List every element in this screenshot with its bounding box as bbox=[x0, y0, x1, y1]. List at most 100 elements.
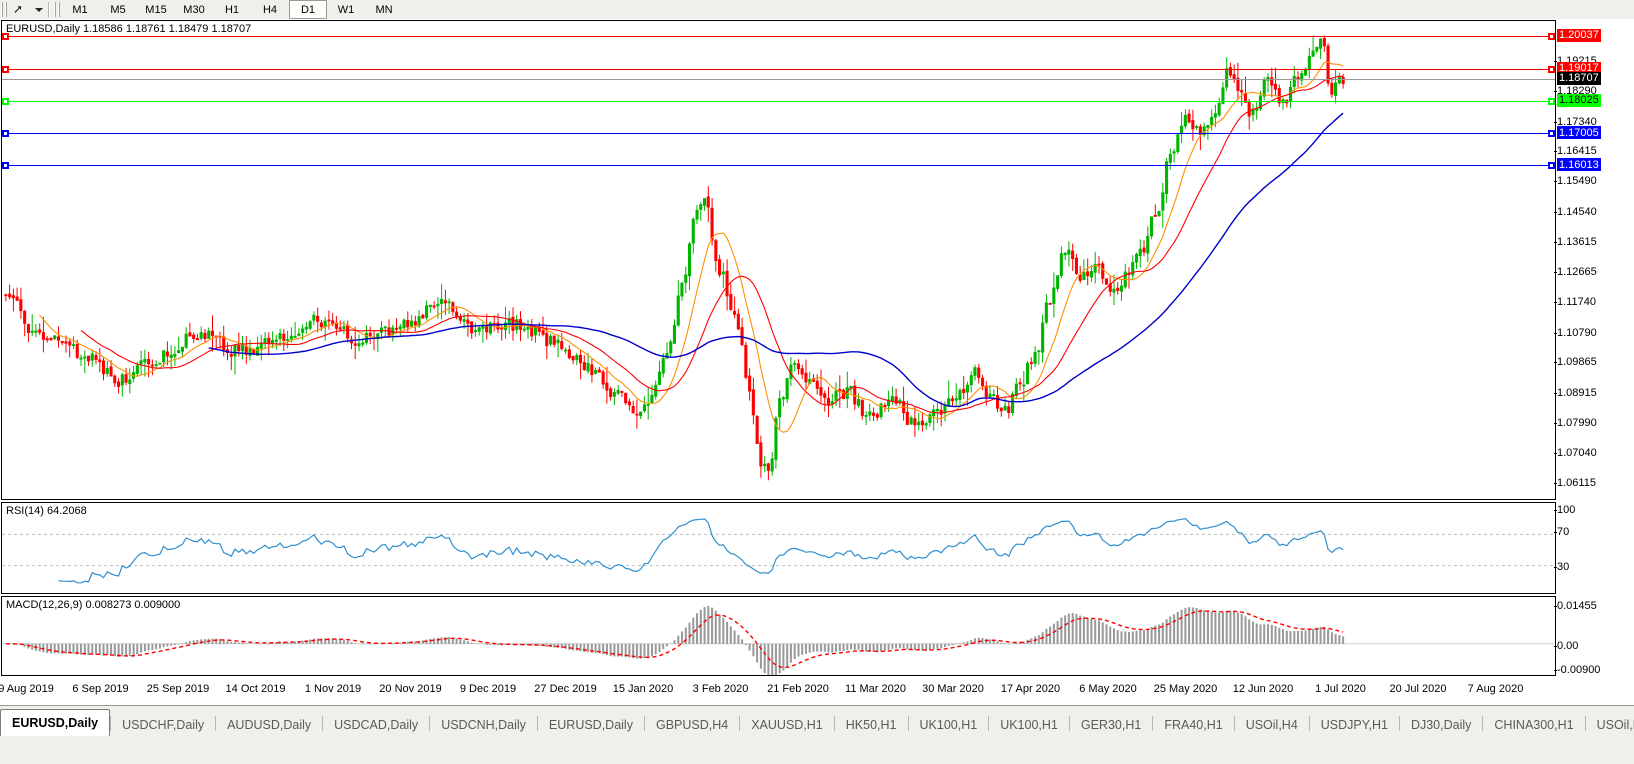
chart-tab-eurusd-daily[interactable]: EURUSD,Daily bbox=[0, 709, 111, 736]
date-axis-label: 11 Mar 2020 bbox=[845, 683, 906, 695]
date-axis-label: 6 May 2020 bbox=[1079, 683, 1137, 695]
horizontal-level-line-blue[interactable] bbox=[2, 165, 1555, 167]
timeframe-button-h1[interactable]: H1 bbox=[224, 3, 240, 16]
level-handle-left[interactable] bbox=[2, 32, 9, 40]
timeframe-button-m30[interactable]: M30 bbox=[183, 3, 205, 16]
level-handle-right[interactable] bbox=[1548, 162, 1555, 170]
tab-divider bbox=[833, 715, 835, 731]
timeframe-grip[interactable] bbox=[54, 2, 61, 17]
tab-divider bbox=[1233, 715, 1235, 731]
level-handle-right[interactable] bbox=[1548, 97, 1555, 105]
date-axis-label: 7 Aug 2020 bbox=[1467, 683, 1524, 695]
chart-tab-uk100-h1[interactable]: UK100,H1 bbox=[1000, 718, 1058, 732]
horizontal-level-line-red[interactable] bbox=[2, 68, 1555, 70]
timeframe-button-d1[interactable]: D1 bbox=[289, 0, 327, 19]
date-axis-label: 3 Feb 2020 bbox=[692, 683, 749, 695]
price-plot bbox=[4, 35, 1345, 481]
level-handle-right[interactable] bbox=[1548, 130, 1555, 138]
horizontal-level-line-green[interactable] bbox=[2, 100, 1555, 102]
chart-tab-gbpusd-h4[interactable]: GBPUSD,H4 bbox=[655, 718, 729, 732]
chart-title: EURUSD,Daily 1.18586 1.18761 1.18479 1.1… bbox=[6, 23, 252, 35]
tab-divider bbox=[907, 715, 909, 731]
timeframe-button-m1[interactable]: M1 bbox=[72, 3, 88, 16]
macd-tick: 0.01455 bbox=[1554, 600, 1597, 612]
chart-tab-usdcnh-daily[interactable]: USDCNH,Daily bbox=[441, 718, 526, 732]
price-level-badge-red[interactable]: 1.20037 bbox=[1557, 28, 1601, 42]
chart-tab-usdcad-daily[interactable]: USDCAD,Daily bbox=[334, 718, 419, 732]
chart-tab-usdjpy-h1[interactable]: USDJPY,H1 bbox=[1320, 718, 1388, 732]
date-axis-label: 20 Jul 2020 bbox=[1389, 683, 1447, 695]
date-axis-label: 15 Jan 2020 bbox=[612, 683, 674, 695]
tab-divider bbox=[643, 715, 645, 731]
timeframe-button-m15[interactable]: M15 bbox=[145, 3, 167, 16]
price-level-badge-black[interactable]: 1.18707 bbox=[1557, 71, 1601, 85]
crosshair-cursor-icon[interactable]: ➚ bbox=[13, 2, 24, 16]
timeframe-button-h4[interactable]: H4 bbox=[262, 3, 278, 16]
date-axis-label: 17 Apr 2020 bbox=[1000, 683, 1061, 695]
level-handle-right[interactable] bbox=[1548, 32, 1555, 40]
price-level-badge-blue[interactable]: 1.17005 bbox=[1557, 126, 1601, 140]
tab-divider bbox=[322, 715, 324, 731]
timeframe-button-w1[interactable]: W1 bbox=[337, 3, 355, 16]
macd-label: MACD(12,26,9) 0.008273 0.009000 bbox=[6, 599, 181, 611]
last-price-line bbox=[2, 78, 1555, 80]
level-handle-left[interactable] bbox=[2, 65, 9, 73]
date-axis-label: 14 Oct 2019 bbox=[225, 683, 286, 695]
tab-divider bbox=[1482, 715, 1484, 731]
rsi-pane[interactable]: RSI(14) 64.2068 bbox=[1, 502, 1556, 594]
chart-tab-ger30-h1[interactable]: GER30,H1 bbox=[1080, 718, 1142, 732]
chart-tab-uk100-h1[interactable]: UK100,H1 bbox=[919, 718, 978, 732]
price-scale[interactable]: 1.192151.182901.173401.164151.154901.145… bbox=[1553, 20, 1634, 676]
tab-divider bbox=[1308, 715, 1310, 731]
rsi-plot bbox=[2, 518, 1555, 584]
tab-divider bbox=[215, 715, 217, 731]
toolbar-grip[interactable] bbox=[1, 2, 8, 17]
rsi-tick: 70 bbox=[1553, 526, 1570, 538]
price-tick: 1.14540 bbox=[1554, 205, 1597, 218]
date-axis-label: 1 Jul 2020 bbox=[1315, 683, 1366, 695]
chart-tab-xauusd-h1[interactable]: XAUUSD,H1 bbox=[751, 718, 823, 732]
price-tick: 1.08915 bbox=[1554, 386, 1597, 399]
chart-tab-dj30-daily[interactable]: DJ30,Daily bbox=[1410, 718, 1472, 732]
timeframe-button-mn[interactable]: MN bbox=[375, 3, 393, 16]
chart-tab-usdchf-daily[interactable]: USDCHF,Daily bbox=[122, 718, 205, 732]
chart-tab-fra40-h1[interactable]: FRA40,H1 bbox=[1164, 718, 1223, 732]
level-handle-left[interactable] bbox=[2, 97, 9, 105]
tab-divider bbox=[739, 715, 741, 731]
level-handle-left[interactable] bbox=[2, 162, 9, 170]
level-handle-left[interactable] bbox=[2, 130, 9, 138]
rsi-tick: 100 bbox=[1553, 504, 1576, 516]
price-tick: 1.07990 bbox=[1554, 416, 1597, 429]
date-axis-label: 25 Sep 2019 bbox=[146, 683, 210, 695]
chart-tab-china300-h1[interactable]: CHINA300,H1 bbox=[1494, 718, 1574, 732]
tab-divider bbox=[1152, 715, 1154, 731]
macd-pane[interactable]: MACD(12,26,9) 0.008273 0.009000 bbox=[1, 596, 1556, 676]
timeframe-bar: M1 M5 M15 M30 H1 H4 D1 W1 MN bbox=[61, 0, 403, 19]
level-handle-right[interactable] bbox=[1548, 65, 1555, 73]
chart-tab-hk50-h1[interactable]: HK50,H1 bbox=[845, 718, 897, 732]
price-tick: 1.12665 bbox=[1554, 266, 1597, 279]
price-tick: 1.11740 bbox=[1554, 295, 1596, 308]
toolbar-divider bbox=[48, 2, 50, 17]
price-level-badge-blue[interactable]: 1.16013 bbox=[1557, 158, 1601, 172]
tab-divider bbox=[429, 715, 431, 731]
date-axis-label: 20 Nov 2019 bbox=[379, 683, 442, 695]
horizontal-level-line-blue[interactable] bbox=[2, 133, 1555, 135]
price-level-badge-green[interactable]: 1.18025 bbox=[1557, 93, 1601, 107]
tab-divider bbox=[110, 715, 112, 731]
tab-divider bbox=[1584, 715, 1586, 731]
horizontal-level-line-red[interactable] bbox=[2, 35, 1555, 37]
chart-tab-audusd-daily[interactable]: AUDUSD,Daily bbox=[227, 718, 312, 732]
chart-area[interactable]: EURUSD,Daily 1.18586 1.18761 1.18479 1.1… bbox=[0, 19, 1634, 705]
chart-tab-usoil-h1[interactable]: USOil,H1 bbox=[1596, 718, 1634, 732]
chevron-down-icon[interactable] bbox=[32, 1, 45, 18]
timeframe-button-m5[interactable]: M5 bbox=[110, 3, 126, 16]
date-axis-label: 25 May 2020 bbox=[1153, 683, 1218, 695]
chart-tab-eurusd-daily[interactable]: EURUSD,Daily bbox=[548, 718, 633, 732]
chart-tab-usoil-h4[interactable]: USOil,H4 bbox=[1245, 718, 1298, 732]
chart-tabs-bar[interactable]: EURUSD,Daily USDCHF,Daily AUDUSD,Daily USDC… bbox=[0, 705, 1634, 764]
price-tick: 1.13615 bbox=[1554, 235, 1597, 248]
price-pane[interactable]: EURUSD,Daily 1.18586 1.18761 1.18479 1.1… bbox=[1, 20, 1556, 500]
price-tick: 1.06115 bbox=[1554, 477, 1596, 490]
price-level-badge-red[interactable]: 1.19017 bbox=[1557, 61, 1601, 75]
